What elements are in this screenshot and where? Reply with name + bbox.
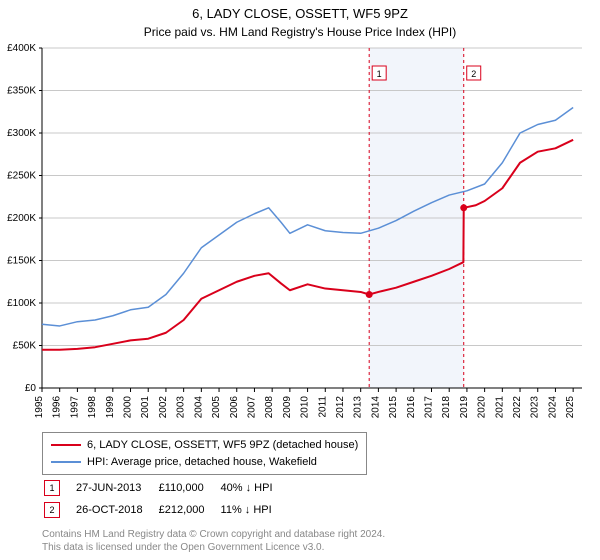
svg-text:2012: 2012 xyxy=(335,396,346,419)
svg-text:2009: 2009 xyxy=(282,396,293,419)
svg-text:2017: 2017 xyxy=(424,396,435,419)
footer-line2: This data is licensed under the Open Gov… xyxy=(42,541,385,554)
marker-price: £212,000 xyxy=(159,500,219,520)
svg-text:1999: 1999 xyxy=(105,396,116,419)
svg-text:2004: 2004 xyxy=(193,396,204,419)
page-subtitle: Price paid vs. HM Land Registry's House … xyxy=(0,23,600,45)
svg-text:2025: 2025 xyxy=(565,396,576,419)
svg-text:2006: 2006 xyxy=(229,396,240,419)
svg-text:2014: 2014 xyxy=(370,396,381,419)
marker-date: 27-JUN-2013 xyxy=(76,478,157,498)
legend-row: HPI: Average price, detached house, Wake… xyxy=(51,454,358,471)
legend-swatch xyxy=(51,461,81,463)
footer-line1: Contains HM Land Registry data © Crown c… xyxy=(42,528,385,541)
marker-date: 26-OCT-2018 xyxy=(76,500,157,520)
svg-text:2000: 2000 xyxy=(123,396,134,419)
legend-label: HPI: Average price, detached house, Wake… xyxy=(87,454,317,471)
svg-text:1996: 1996 xyxy=(52,396,63,419)
svg-text:1: 1 xyxy=(377,69,382,79)
marker-delta: 40% ↓ HPI xyxy=(221,478,287,498)
footer: Contains HM Land Registry data © Crown c… xyxy=(42,528,385,554)
marker-price: £110,000 xyxy=(159,478,219,498)
svg-text:2020: 2020 xyxy=(477,396,488,419)
page-title: 6, LADY CLOSE, OSSETT, WF5 9PZ xyxy=(0,0,600,23)
marker-delta: 11% ↓ HPI xyxy=(221,500,287,520)
svg-text:2003: 2003 xyxy=(176,396,187,419)
svg-text:2: 2 xyxy=(471,69,476,79)
svg-text:£350K: £350K xyxy=(7,86,36,97)
svg-text:2023: 2023 xyxy=(530,396,541,419)
svg-text:2018: 2018 xyxy=(441,396,452,419)
legend: 6, LADY CLOSE, OSSETT, WF5 9PZ (detached… xyxy=(42,432,367,475)
svg-text:2024: 2024 xyxy=(547,396,558,419)
svg-text:£400K: £400K xyxy=(7,43,36,54)
svg-text:2015: 2015 xyxy=(388,396,399,419)
table-row: 1 27-JUN-2013£110,00040% ↓ HPI xyxy=(44,478,287,498)
svg-text:2005: 2005 xyxy=(211,396,222,419)
legend-row: 6, LADY CLOSE, OSSETT, WF5 9PZ (detached… xyxy=(51,437,358,454)
svg-text:2013: 2013 xyxy=(353,396,364,419)
svg-text:2008: 2008 xyxy=(264,396,275,419)
svg-text:1995: 1995 xyxy=(34,396,45,419)
marker-badge: 2 xyxy=(44,502,60,518)
svg-text:£150K: £150K xyxy=(7,256,36,267)
marker-table: 1 27-JUN-2013£110,00040% ↓ HPI 2 26-OCT-201… xyxy=(42,476,289,522)
legend-swatch xyxy=(51,444,81,446)
legend-label: 6, LADY CLOSE, OSSETT, WF5 9PZ (detached… xyxy=(87,437,358,454)
svg-text:£0: £0 xyxy=(25,383,37,394)
svg-text:2016: 2016 xyxy=(406,396,417,419)
svg-text:2011: 2011 xyxy=(317,396,328,418)
svg-text:£50K: £50K xyxy=(13,341,37,352)
svg-text:2021: 2021 xyxy=(494,396,505,419)
chart: £0£50K£100K£150K£200K£250K£300K£350K£400… xyxy=(42,48,582,388)
svg-text:2002: 2002 xyxy=(158,396,169,419)
marker-badge: 1 xyxy=(44,480,60,496)
svg-text:£300K: £300K xyxy=(7,128,36,139)
svg-text:2010: 2010 xyxy=(300,396,311,419)
svg-text:1998: 1998 xyxy=(87,396,98,419)
svg-text:2001: 2001 xyxy=(140,396,151,419)
svg-text:1997: 1997 xyxy=(69,396,80,419)
table-row: 2 26-OCT-2018£212,00011% ↓ HPI xyxy=(44,500,287,520)
svg-text:2022: 2022 xyxy=(512,396,523,419)
svg-text:£200K: £200K xyxy=(7,213,36,224)
svg-text:£100K: £100K xyxy=(7,298,36,309)
svg-text:2007: 2007 xyxy=(246,396,257,419)
svg-text:£250K: £250K xyxy=(7,171,36,182)
svg-text:2019: 2019 xyxy=(459,396,470,419)
